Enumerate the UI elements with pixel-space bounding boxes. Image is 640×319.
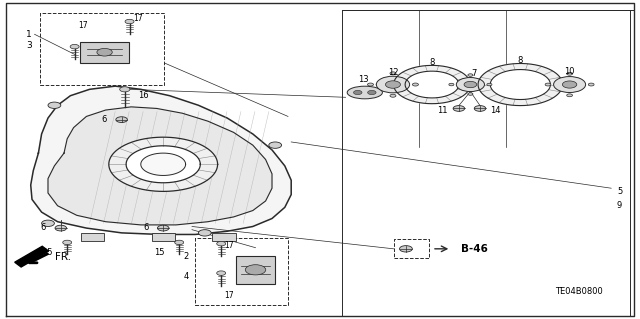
FancyBboxPatch shape [81,233,104,241]
FancyBboxPatch shape [212,233,236,241]
Circle shape [399,246,412,252]
Text: 17: 17 [132,14,142,23]
Circle shape [453,106,465,111]
Circle shape [487,83,492,86]
Polygon shape [48,107,272,225]
Circle shape [567,94,573,97]
Circle shape [456,78,484,92]
Circle shape [474,106,486,111]
Circle shape [412,83,419,86]
Text: 7: 7 [471,69,476,78]
Text: 9: 9 [617,201,622,210]
Circle shape [563,81,577,88]
Polygon shape [109,137,218,191]
Circle shape [367,83,374,86]
Polygon shape [490,70,550,100]
Text: 2: 2 [184,252,189,261]
Text: TE04B0800: TE04B0800 [556,287,603,296]
Polygon shape [31,86,291,234]
Circle shape [269,142,282,148]
Text: FR.: FR. [55,252,71,263]
Text: 3: 3 [26,41,32,49]
Circle shape [449,83,454,86]
Text: 5: 5 [617,187,622,196]
Circle shape [125,19,134,24]
Polygon shape [141,153,186,175]
Text: 6: 6 [102,115,107,124]
Text: 13: 13 [358,75,369,84]
Circle shape [217,241,226,246]
Ellipse shape [347,86,383,99]
Circle shape [464,81,477,88]
Circle shape [116,117,127,122]
Circle shape [63,240,72,245]
Circle shape [588,83,594,86]
Circle shape [120,87,130,92]
Circle shape [468,93,473,95]
Circle shape [198,230,211,236]
Circle shape [70,44,79,49]
Text: 1: 1 [26,30,32,39]
Circle shape [245,265,266,275]
Text: 17: 17 [78,21,88,30]
Text: 17: 17 [225,291,234,300]
Circle shape [97,48,112,56]
Circle shape [353,90,362,95]
Circle shape [376,76,410,93]
Text: 10: 10 [564,67,575,76]
Polygon shape [405,71,459,98]
Text: 6: 6 [143,223,148,232]
Circle shape [468,74,473,76]
Polygon shape [126,146,200,183]
Circle shape [390,94,396,97]
Circle shape [42,220,54,226]
Circle shape [390,72,396,75]
Text: B-46: B-46 [461,244,488,254]
Text: 4: 4 [184,272,189,281]
Polygon shape [478,63,563,106]
Text: 6: 6 [41,223,46,232]
Circle shape [175,240,184,245]
Text: 8: 8 [429,58,435,67]
Text: 15: 15 [42,248,52,256]
Circle shape [385,81,401,88]
Circle shape [157,225,169,231]
Circle shape [367,90,376,95]
FancyBboxPatch shape [80,42,129,63]
Circle shape [554,77,586,93]
Text: 8: 8 [518,56,523,65]
Circle shape [55,225,67,231]
Text: 11: 11 [438,106,448,115]
Text: 16: 16 [138,91,148,100]
Circle shape [545,83,551,86]
Polygon shape [394,65,470,104]
Circle shape [567,72,573,75]
FancyBboxPatch shape [152,233,175,241]
Circle shape [217,271,226,275]
Text: 17: 17 [225,241,234,250]
FancyBboxPatch shape [236,256,275,284]
Polygon shape [15,246,49,267]
Text: 12: 12 [388,68,398,77]
Circle shape [48,102,61,108]
Text: 14: 14 [490,106,500,115]
Text: 15: 15 [154,248,164,256]
